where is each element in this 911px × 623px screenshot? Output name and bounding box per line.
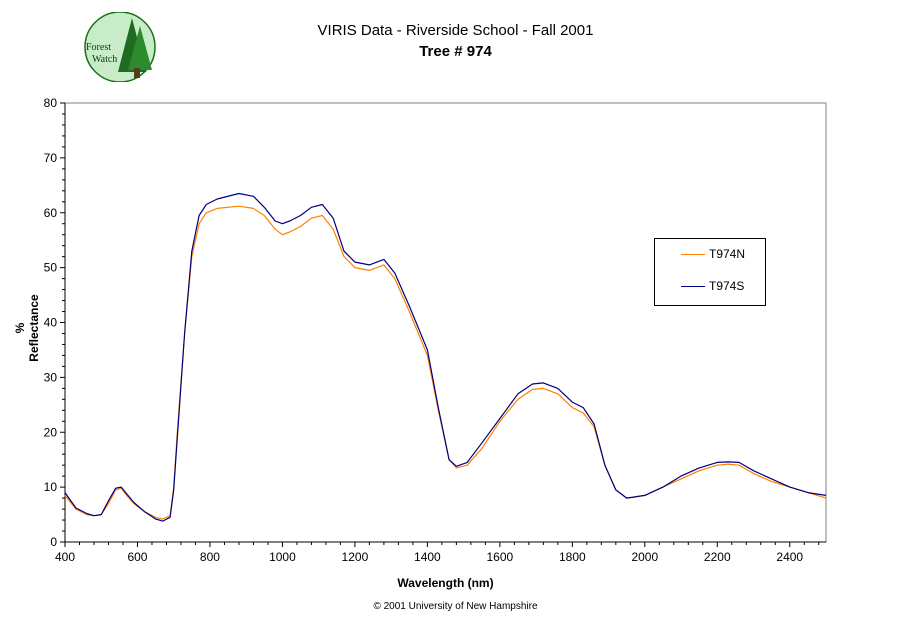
legend-label-t974n: T974N (709, 247, 746, 261)
x-axis-label: Wavelength (nm) (397, 576, 494, 590)
x-tick-label: 600 (127, 550, 147, 564)
svg-text:Forest: Forest (86, 42, 111, 53)
series-line-t974s (64, 192, 827, 522)
x-tick-label: 1200 (342, 550, 369, 564)
x-tick-label: 1400 (414, 550, 441, 564)
x-tick-label: 1600 (487, 550, 514, 564)
plot-area (64, 102, 827, 543)
legend-swatch-t974n (681, 253, 705, 255)
x-tick-label: 1800 (559, 550, 586, 564)
y-tick-label: 10 (44, 480, 58, 494)
x-tick-label: 400 (55, 550, 75, 564)
y-tick-label: 60 (44, 206, 58, 220)
x-tick-label: 1000 (269, 550, 296, 564)
x-tick-label: 2000 (631, 550, 658, 564)
y-tick-label: 50 (44, 261, 58, 275)
y-axis-label: % Reflectance (13, 294, 41, 362)
copyright-notice: © 2001 University of New Hampshire (373, 601, 538, 612)
y-tick-label: 20 (44, 425, 58, 439)
y-tick-label: 70 (44, 151, 58, 165)
chart-legend: T974N T974S (654, 238, 766, 306)
legend-item-t974n: T974N (681, 247, 745, 261)
legend-label-t974s: T974S (709, 279, 745, 293)
legend-swatch-t974s (681, 285, 705, 287)
y-tick-label: 80 (44, 96, 58, 110)
forest-watch-logo: Forest Watch (84, 12, 156, 82)
legend-item-t974s: T974S (681, 279, 744, 293)
y-tick-label: 40 (44, 316, 58, 330)
chart-subtitle: Tree # 974 (419, 43, 492, 60)
svg-text:Watch: Watch (92, 54, 117, 65)
y-tick-label: 30 (44, 370, 58, 384)
x-tick-label: 2400 (776, 550, 803, 564)
chart-title: VIRIS Data - Riverside School - Fall 200… (317, 22, 594, 39)
x-tick-label: 800 (200, 550, 220, 564)
x-tick-label: 2200 (704, 550, 731, 564)
y-tick-label: 0 (50, 535, 57, 549)
